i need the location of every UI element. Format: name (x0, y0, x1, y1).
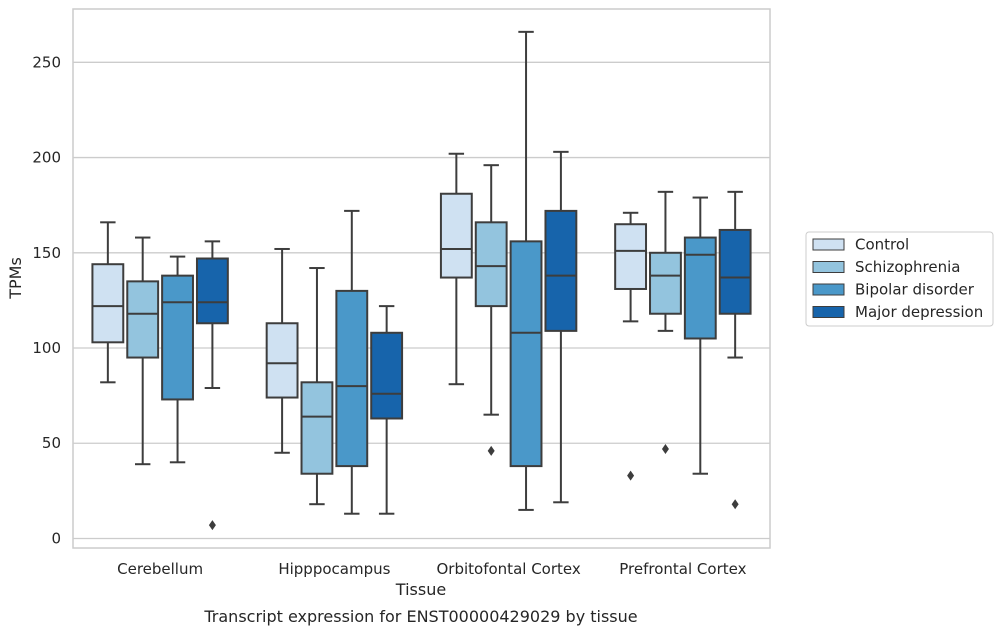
box-3-3 (509, 30, 543, 511)
iqr-box (614, 223, 648, 290)
x-tick-label: Hipppocampus (278, 560, 390, 578)
x-tick-labels: Cerebellum Hipppocampus Orbitofontal Corte… (117, 560, 746, 578)
legend-item: Major depression (812, 303, 983, 321)
iqr-box (370, 331, 404, 420)
legend-label: Control (855, 236, 909, 254)
box-2-3 (335, 209, 369, 515)
legend-item: Bipolar disorder (812, 281, 975, 299)
iqr-box (265, 322, 299, 399)
y-tick-label: 150 (32, 244, 61, 262)
iqr-box (509, 240, 543, 468)
legend-swatch (812, 261, 845, 273)
legend-item: Schizophrenia (812, 258, 960, 276)
y-tick-label: 0 (51, 529, 61, 547)
iqr-box (335, 289, 369, 468)
chart-caption: Transcript expression for ENST0000042902… (203, 607, 637, 626)
outlier-marker (661, 443, 669, 454)
x-axis-label: Tissue (395, 580, 446, 599)
iqr-box (300, 381, 334, 475)
box-1-4 (195, 240, 229, 531)
y-axis-label: TPMs (6, 257, 25, 300)
iqr-box (161, 274, 194, 401)
box-2-2 (300, 267, 334, 506)
y-tick-label: 50 (42, 434, 61, 452)
box-2-4 (370, 305, 404, 515)
box-3-2 (474, 164, 508, 456)
box-4-4 (718, 190, 752, 510)
box-1-3 (161, 255, 194, 464)
x-tick-label: Prefrontal Cortex (619, 560, 746, 578)
iqr-box (683, 236, 717, 340)
iqr-box (474, 221, 508, 308)
iqr-box (649, 251, 682, 315)
legend-frame (805, 231, 994, 327)
iqr-box (718, 228, 752, 315)
x-tick-label: Cerebellum (117, 560, 203, 578)
iqr-box (126, 280, 160, 359)
iqr-box (439, 192, 473, 279)
box-1-2 (126, 236, 160, 466)
box-layer (91, 30, 752, 531)
y-tick-label: 250 (32, 53, 61, 71)
y-tick-label: 200 (32, 149, 61, 167)
iqr-box (91, 263, 125, 344)
x-tick-label: Orbitofontal Cortex (437, 560, 581, 578)
legend-swatch (812, 283, 845, 296)
iqr-box (195, 257, 229, 325)
box-3-4 (544, 150, 578, 504)
box-4-1 (614, 211, 648, 481)
iqr-box (544, 209, 578, 332)
y-tick-label: 100 (32, 339, 61, 357)
box-1-1 (91, 221, 125, 384)
legend: Control Schizophrenia Bipolar disorder Majo… (805, 231, 994, 327)
legend-item: Control (812, 236, 909, 254)
outlier-marker (731, 499, 739, 510)
legend-swatch (812, 238, 845, 251)
box-3-1 (439, 152, 473, 386)
box-4-3 (683, 196, 717, 475)
legend-swatch (812, 306, 845, 318)
box-2-1 (265, 247, 299, 454)
outlier-marker (208, 520, 216, 531)
y-tick-labels: 0 50 100 150 200 250 (32, 53, 61, 547)
outlier-marker (627, 470, 635, 481)
outlier-marker (487, 445, 495, 456)
box-4-2 (649, 190, 682, 454)
legend-label: Bipolar disorder (855, 281, 975, 299)
legend-label: Major depression (855, 303, 983, 321)
plot-frame (72, 8, 771, 549)
legend-label: Schizophrenia (855, 258, 960, 276)
